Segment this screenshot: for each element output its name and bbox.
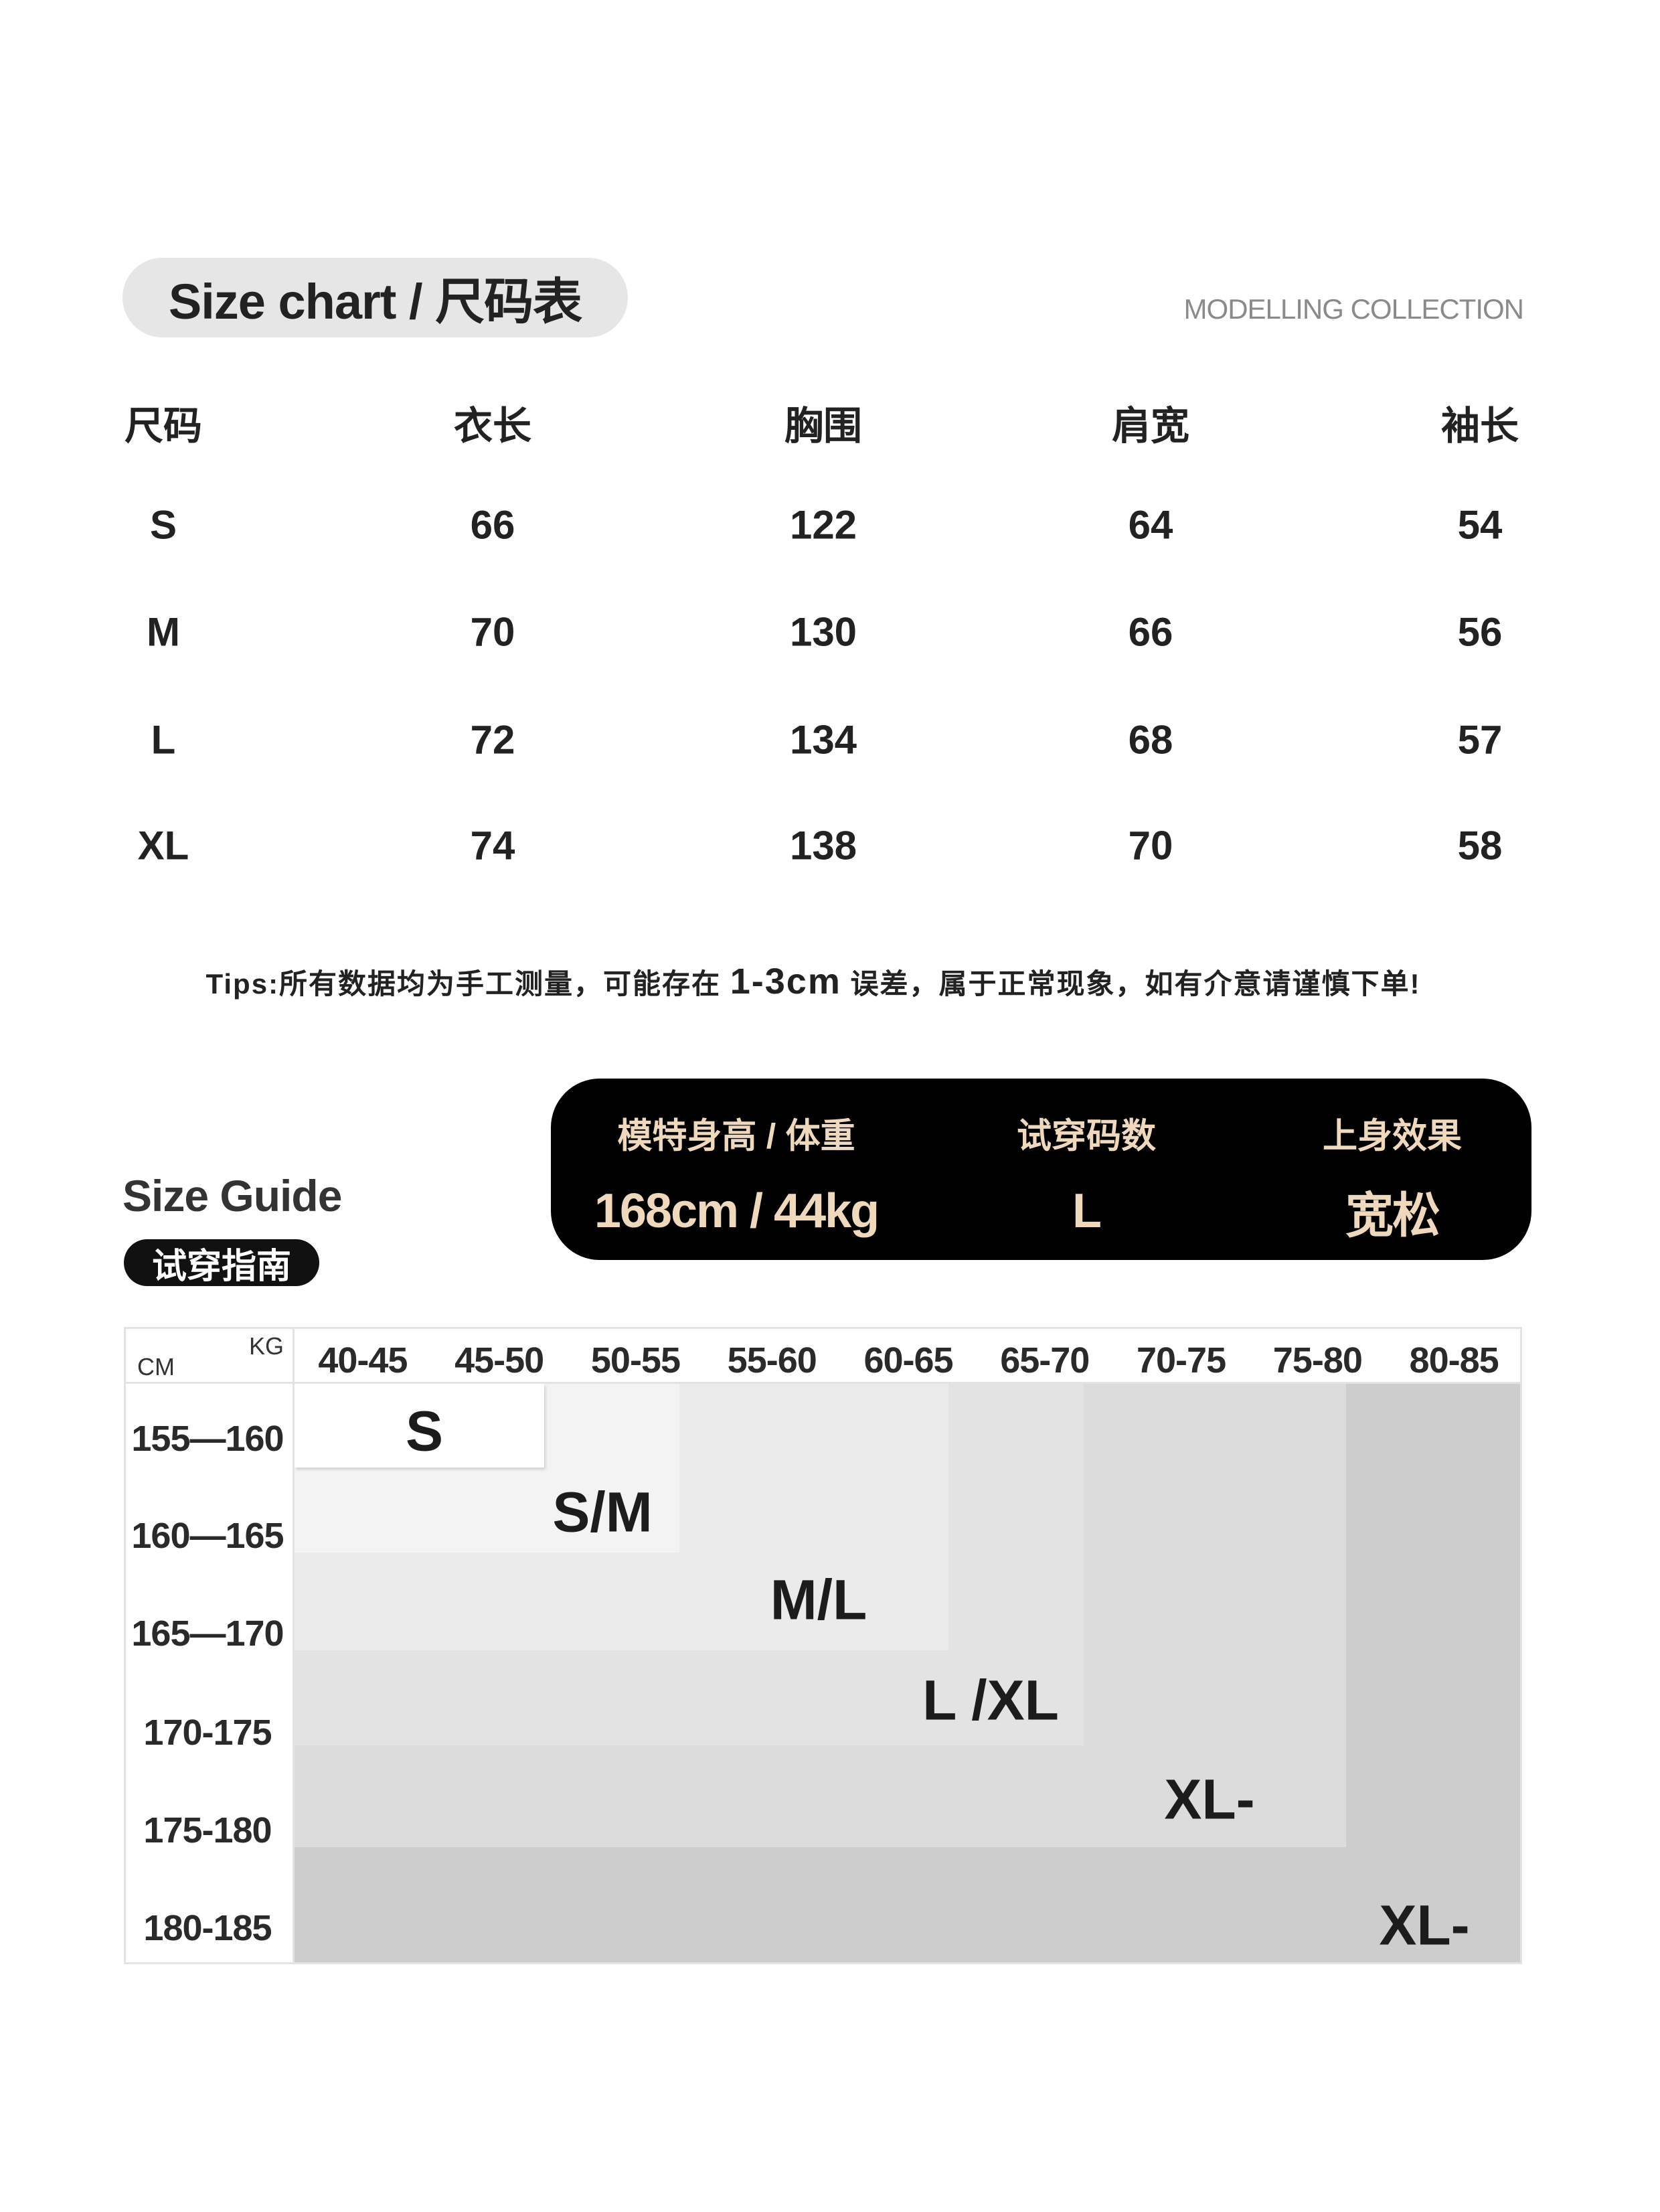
measurement-cell: 54 [1457, 502, 1503, 548]
model-height-weight-value: 168cm / 44kg [594, 1184, 880, 1238]
measurement-cell: 138 [789, 823, 857, 868]
tips-text: Tips:所有数据均为手工测量，可能存在 1-3cm 误差，属于正常现象，如有介… [0, 961, 1627, 1002]
kg-unit-label: KG [248, 1332, 284, 1360]
measurement-cell: 68 [1128, 717, 1173, 763]
model-height-weight-label: 模特身高 / 体重 [617, 1117, 855, 1156]
size-zone [295, 1384, 544, 1468]
row-label-divider [293, 1327, 295, 1964]
weight-range-label: 40-45 [318, 1340, 408, 1380]
size-cell: M [147, 609, 180, 655]
measurement-cell: 122 [789, 502, 857, 548]
height-range-label: 165—170 [131, 1613, 284, 1654]
column-header: 衣长 [453, 404, 532, 448]
measurement-cell: 72 [470, 717, 515, 763]
measurement-cell: 66 [470, 502, 515, 548]
column-header: 袖长 [1440, 404, 1519, 448]
height-range-label: 180-185 [143, 1908, 272, 1948]
try-on-size-label: 试穿码数 [1016, 1117, 1157, 1156]
weight-range-label: 65-70 [1000, 1340, 1090, 1380]
size-cell: XL [137, 823, 189, 868]
fit-effect-label: 上身效果 [1322, 1117, 1463, 1156]
weight-range-label: 55-60 [727, 1340, 817, 1380]
measurement-cell: 57 [1457, 717, 1503, 763]
measurement-cell: 70 [1128, 823, 1173, 868]
weight-range-label: 80-85 [1409, 1340, 1499, 1380]
model-info-panel [551, 1079, 1531, 1260]
weight-range-label: 50-55 [590, 1340, 681, 1380]
measurement-cell: 134 [789, 717, 857, 763]
header-divider [124, 1382, 1522, 1384]
column-header: 尺码 [124, 404, 203, 448]
weight-range-label: 45-50 [454, 1340, 544, 1380]
weight-range-label: 70-75 [1136, 1340, 1226, 1380]
size-zone-label: S/M [552, 1480, 653, 1544]
measurement-cell: 64 [1128, 502, 1173, 548]
collection-label: MODELLING COLLECTION [1183, 293, 1524, 325]
fit-effect-value: 宽松 [1345, 1189, 1440, 1243]
cm-unit-label: CM [137, 1353, 175, 1380]
size-zone-label: XL- [1164, 1767, 1255, 1831]
page-title: Size chart / 尺码表 [122, 258, 628, 337]
measurement-cell: 58 [1457, 823, 1503, 868]
height-range-label: 170-175 [143, 1713, 272, 1753]
column-header: 胸围 [784, 404, 863, 448]
height-range-label: 175-180 [143, 1810, 272, 1850]
size-guide-title: Size Guide [122, 1171, 342, 1220]
column-header: 肩宽 [1111, 404, 1190, 448]
size-zone-label: XL- [1379, 1893, 1470, 1957]
weight-range-label: 60-65 [863, 1340, 953, 1380]
measurement-cell: 74 [470, 823, 515, 868]
size-zone-label: L /XL [922, 1668, 1059, 1732]
height-range-label: 155—160 [131, 1419, 284, 1459]
measurement-cell: 66 [1128, 609, 1173, 655]
tips-prefix: Tips:所有数据均为手工测量，可能存在 [205, 968, 722, 1000]
size-zone-label: S [405, 1399, 444, 1463]
measurement-cell: 70 [470, 609, 515, 655]
tips-suffix: 误差，属于正常现象，如有介意请谨慎下单! [850, 968, 1421, 1000]
height-range-label: 160—165 [131, 1516, 284, 1556]
size-guide-badge: 试穿指南 [124, 1239, 319, 1286]
size-zone-label: M/L [770, 1568, 867, 1632]
tips-highlight: 1-3cm [730, 961, 841, 1002]
measurement-cell: 130 [789, 609, 857, 655]
weight-range-label: 75-80 [1272, 1340, 1363, 1380]
size-cell: L [151, 717, 176, 763]
try-on-size-value: L [1072, 1184, 1102, 1238]
measurement-cell: 56 [1457, 609, 1503, 655]
size-cell: S [149, 502, 177, 548]
